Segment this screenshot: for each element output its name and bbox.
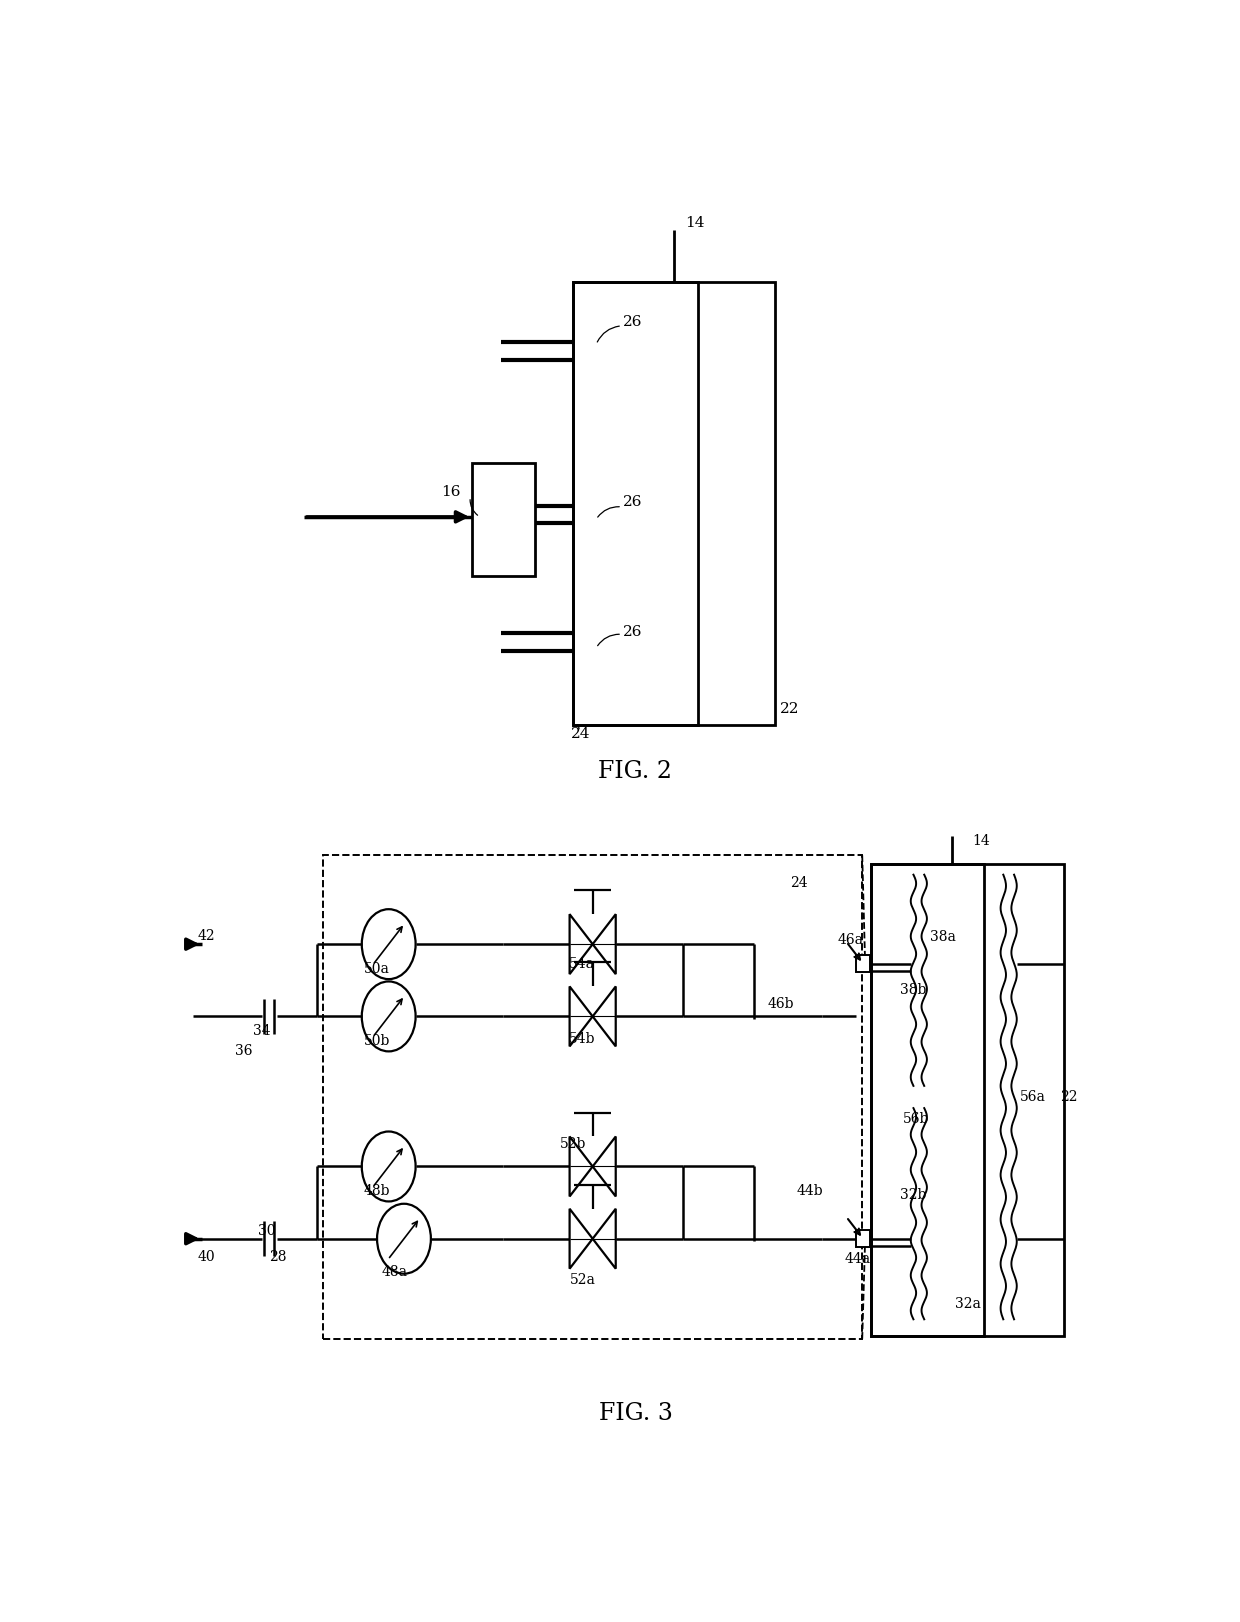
Text: 14: 14 — [686, 216, 706, 230]
Text: 26: 26 — [622, 624, 642, 639]
Text: 50b: 50b — [363, 1035, 389, 1048]
Text: 52b: 52b — [559, 1137, 585, 1152]
Polygon shape — [569, 1208, 593, 1268]
Text: 30: 30 — [258, 1225, 275, 1239]
Text: 44b: 44b — [796, 1184, 823, 1199]
Text: 38a: 38a — [930, 929, 956, 944]
Text: 32a: 32a — [955, 1296, 981, 1311]
Text: 24: 24 — [572, 727, 590, 741]
Text: 26: 26 — [622, 315, 642, 329]
Text: 14: 14 — [972, 834, 991, 848]
Polygon shape — [569, 915, 593, 975]
Bar — [573, 282, 775, 725]
Bar — [324, 855, 862, 1338]
Bar — [857, 955, 870, 972]
Text: 36: 36 — [236, 1045, 253, 1059]
Text: 54b: 54b — [568, 1032, 595, 1046]
Bar — [857, 1229, 870, 1247]
Text: 26: 26 — [622, 495, 642, 509]
Text: FIG. 2: FIG. 2 — [599, 761, 672, 783]
Bar — [872, 863, 983, 1337]
Text: 46b: 46b — [768, 996, 795, 1011]
Text: 54a: 54a — [568, 957, 594, 970]
Text: 38b: 38b — [900, 983, 926, 998]
Polygon shape — [593, 986, 616, 1046]
Text: 46a: 46a — [838, 933, 864, 947]
Text: 22: 22 — [780, 702, 799, 717]
Text: 40: 40 — [197, 1249, 215, 1264]
Polygon shape — [569, 1137, 593, 1197]
Polygon shape — [593, 1137, 616, 1197]
Bar — [573, 282, 698, 725]
Text: 52a: 52a — [570, 1273, 596, 1288]
Text: 42: 42 — [197, 929, 215, 942]
Bar — [472, 464, 534, 576]
Text: 48b: 48b — [363, 1184, 391, 1199]
Text: 34: 34 — [253, 1025, 270, 1038]
Text: 22: 22 — [1060, 1090, 1078, 1105]
Text: FIG. 3: FIG. 3 — [599, 1401, 672, 1426]
Text: 56b: 56b — [903, 1113, 929, 1126]
Polygon shape — [593, 915, 616, 975]
Polygon shape — [569, 986, 593, 1046]
Text: 32b: 32b — [900, 1189, 926, 1202]
Polygon shape — [593, 1208, 616, 1268]
Text: 28: 28 — [269, 1249, 286, 1264]
Text: 56a: 56a — [1019, 1090, 1045, 1105]
Text: 24: 24 — [790, 876, 808, 890]
Text: 48a: 48a — [382, 1265, 408, 1280]
Bar — [872, 863, 1064, 1337]
Text: 16: 16 — [441, 485, 461, 500]
Text: 50a: 50a — [363, 962, 389, 976]
Text: 44a: 44a — [844, 1252, 870, 1267]
